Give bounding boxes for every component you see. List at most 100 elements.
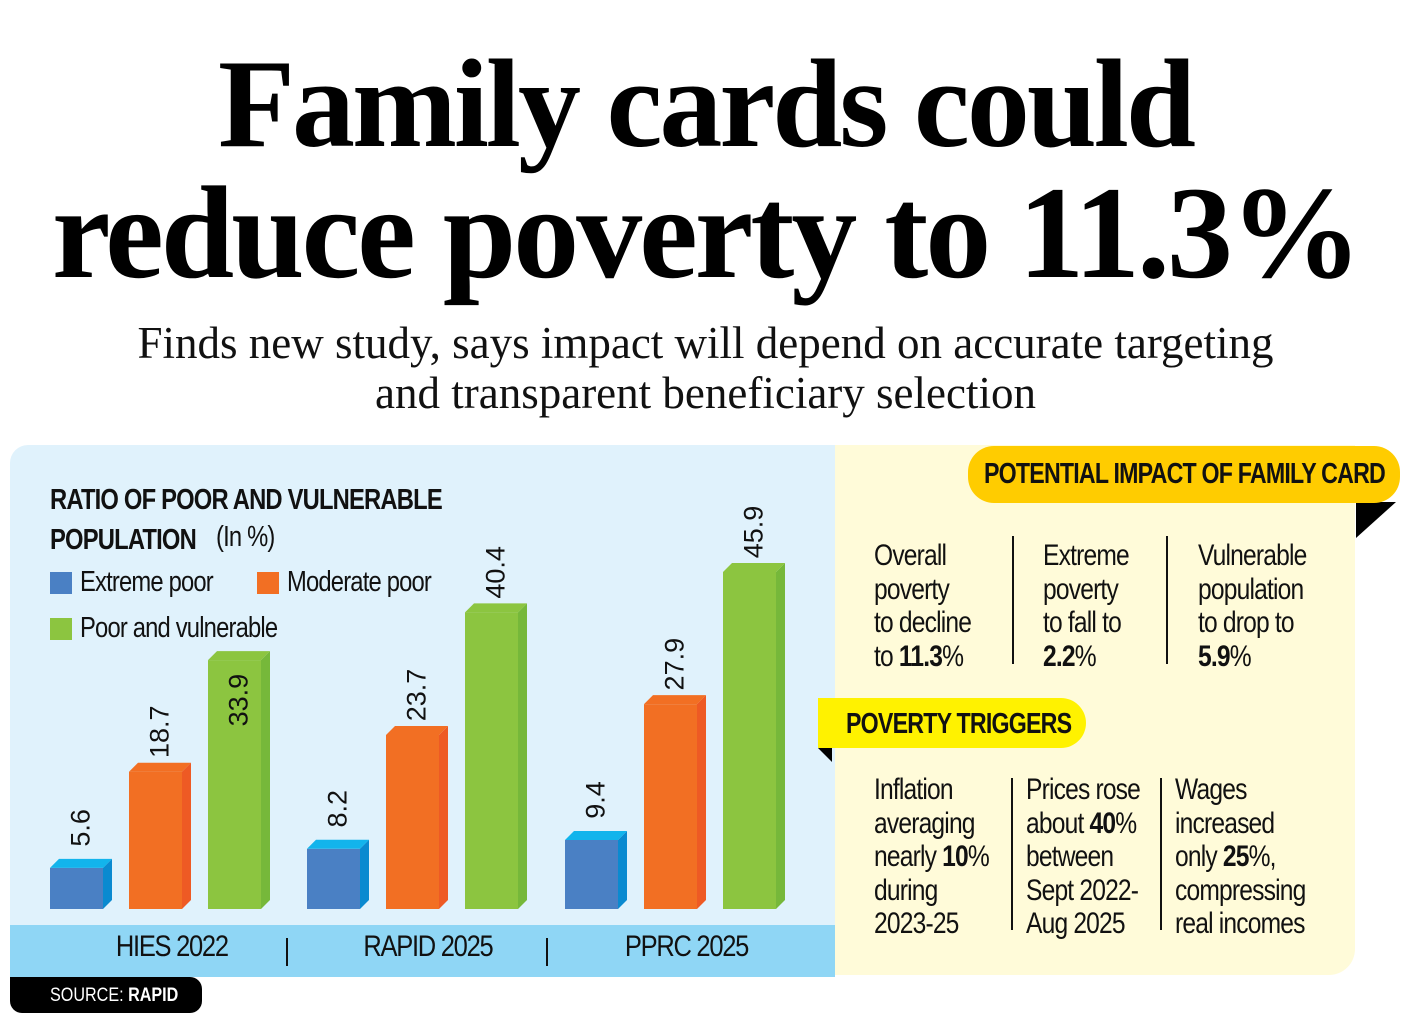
bar-side (103, 858, 112, 909)
line: to (874, 639, 899, 673)
line: real incomes (1175, 907, 1305, 940)
legend-label: Moderate poor (287, 566, 432, 598)
bar-top (129, 762, 191, 772)
line: Wages (1175, 773, 1247, 806)
data-label: 8.2 (323, 790, 353, 828)
impact-heading-text: POTENTIAL IMPACT OF FAMILY CARD (984, 458, 1386, 490)
unit: %, (1248, 840, 1277, 873)
bar-side (697, 695, 706, 909)
legend-swatch (50, 571, 72, 594)
divider (1166, 536, 1168, 664)
bar-side (439, 725, 448, 909)
trigger-value: 40 (1089, 806, 1116, 840)
bar-side (776, 563, 785, 909)
chart-title-text: RATIO OF POOR AND VULNERABLE POPULATION (50, 484, 443, 556)
legend-label: Poor and vulnerable (80, 612, 278, 644)
bar (565, 839, 618, 909)
bar-side (618, 830, 627, 909)
impact-item-extreme: Extreme poverty to fall to 2.2% (1043, 539, 1148, 673)
subtitle-line-1: Finds new study, says impact will depend… (137, 318, 1274, 368)
legend-item-moderate-poor: Moderate poor (257, 566, 463, 599)
category-label: RAPID 2025 (363, 930, 493, 963)
data-label: 18.7 (145, 705, 175, 758)
data-label: 33.9 (224, 674, 254, 727)
category-label: PPRC 2025 (624, 930, 749, 963)
line: Inflation (874, 773, 954, 806)
source-value: RAPID (128, 985, 179, 1006)
trigger-item-prices: Prices rose about 40% between Sept 2022-… (1026, 773, 1165, 941)
line: Vulnerable (1198, 539, 1307, 572)
line: to fall to (1043, 606, 1122, 639)
bar (386, 734, 439, 909)
divider (1160, 778, 1162, 930)
bar (307, 848, 360, 909)
impact-value: 11.3 (898, 639, 943, 673)
data-label: 9.4 (581, 781, 611, 819)
source-badge: SOURCE: RAPID (10, 977, 202, 1013)
unit: % (1229, 639, 1252, 673)
bar (208, 660, 261, 909)
category-band (10, 925, 835, 977)
bar-top (208, 651, 270, 661)
bar (50, 867, 103, 909)
line: averaging (874, 806, 975, 840)
line: compressing (1175, 873, 1306, 907)
bar-top (386, 725, 448, 735)
bar (129, 771, 182, 909)
headline-line-1: Family cards could (218, 35, 1196, 174)
unit: % (942, 639, 964, 673)
line: increased (1175, 806, 1275, 840)
bar-side (518, 603, 527, 909)
line: about (1026, 806, 1090, 840)
subtitle-line-2: and transparent beneficiary selection (375, 368, 1036, 418)
ribbon-fold (1356, 502, 1396, 538)
line: Extreme (1043, 539, 1130, 572)
legend-item-poor-and-vulnerable: Poor and vulnerable (50, 612, 321, 645)
bar-side (182, 762, 191, 909)
line: during (874, 873, 938, 907)
divider (1011, 778, 1013, 930)
line: to drop to (1198, 606, 1295, 639)
line: poverty (874, 572, 950, 606)
legend-item-extreme-poor: Extreme poor (50, 566, 242, 599)
line: Sept 2022- (1026, 873, 1139, 907)
line: Prices rose (1026, 773, 1141, 806)
bar-top (723, 563, 785, 572)
bar-top (50, 858, 112, 868)
impact-value: 5.9 (1198, 639, 1231, 673)
divider (1012, 536, 1014, 664)
category-label: HIES 2022 (115, 930, 229, 963)
trigger-item-wages: Wages increased only 25%, compressing re… (1175, 773, 1334, 941)
line: 2023-25 (874, 907, 959, 940)
unit: % (967, 840, 990, 873)
line: Aug 2025 (1026, 907, 1126, 940)
line: between (1026, 840, 1114, 873)
triggers-heading: POVERTY TRIGGERS (818, 698, 1086, 748)
impact-heading: POTENTIAL IMPACT OF FAMILY CARD (968, 446, 1400, 503)
source-label: SOURCE: (50, 985, 124, 1006)
bar (723, 572, 776, 909)
impact-item-overall: Overall poverty to decline to 11.3% (874, 539, 992, 673)
line: to decline (874, 606, 972, 639)
category-divider (286, 938, 288, 966)
data-label: 40.4 (481, 546, 511, 599)
bar-top (307, 839, 369, 849)
trigger-item-inflation: Inflation averaging nearly 10% during 20… (874, 773, 1014, 941)
bar-top (465, 603, 527, 613)
headline-line-2: reduce poverty to 11.3% (51, 159, 1362, 306)
bar (465, 612, 518, 909)
ribbon-fold (818, 748, 832, 762)
unit: % (1074, 639, 1097, 673)
bar-top (565, 830, 627, 840)
data-label: 23.7 (402, 669, 432, 722)
bar-side (360, 839, 369, 909)
bar-top (644, 695, 706, 705)
line: nearly (874, 840, 943, 873)
line: population (1198, 572, 1304, 606)
line: only (1175, 840, 1223, 873)
trigger-value: 10 (942, 840, 969, 873)
line: poverty (1043, 572, 1119, 606)
chart-title: RATIO OF POOR AND VULNERABLE POPULATION (50, 480, 526, 560)
data-label: 5.6 (66, 809, 96, 847)
